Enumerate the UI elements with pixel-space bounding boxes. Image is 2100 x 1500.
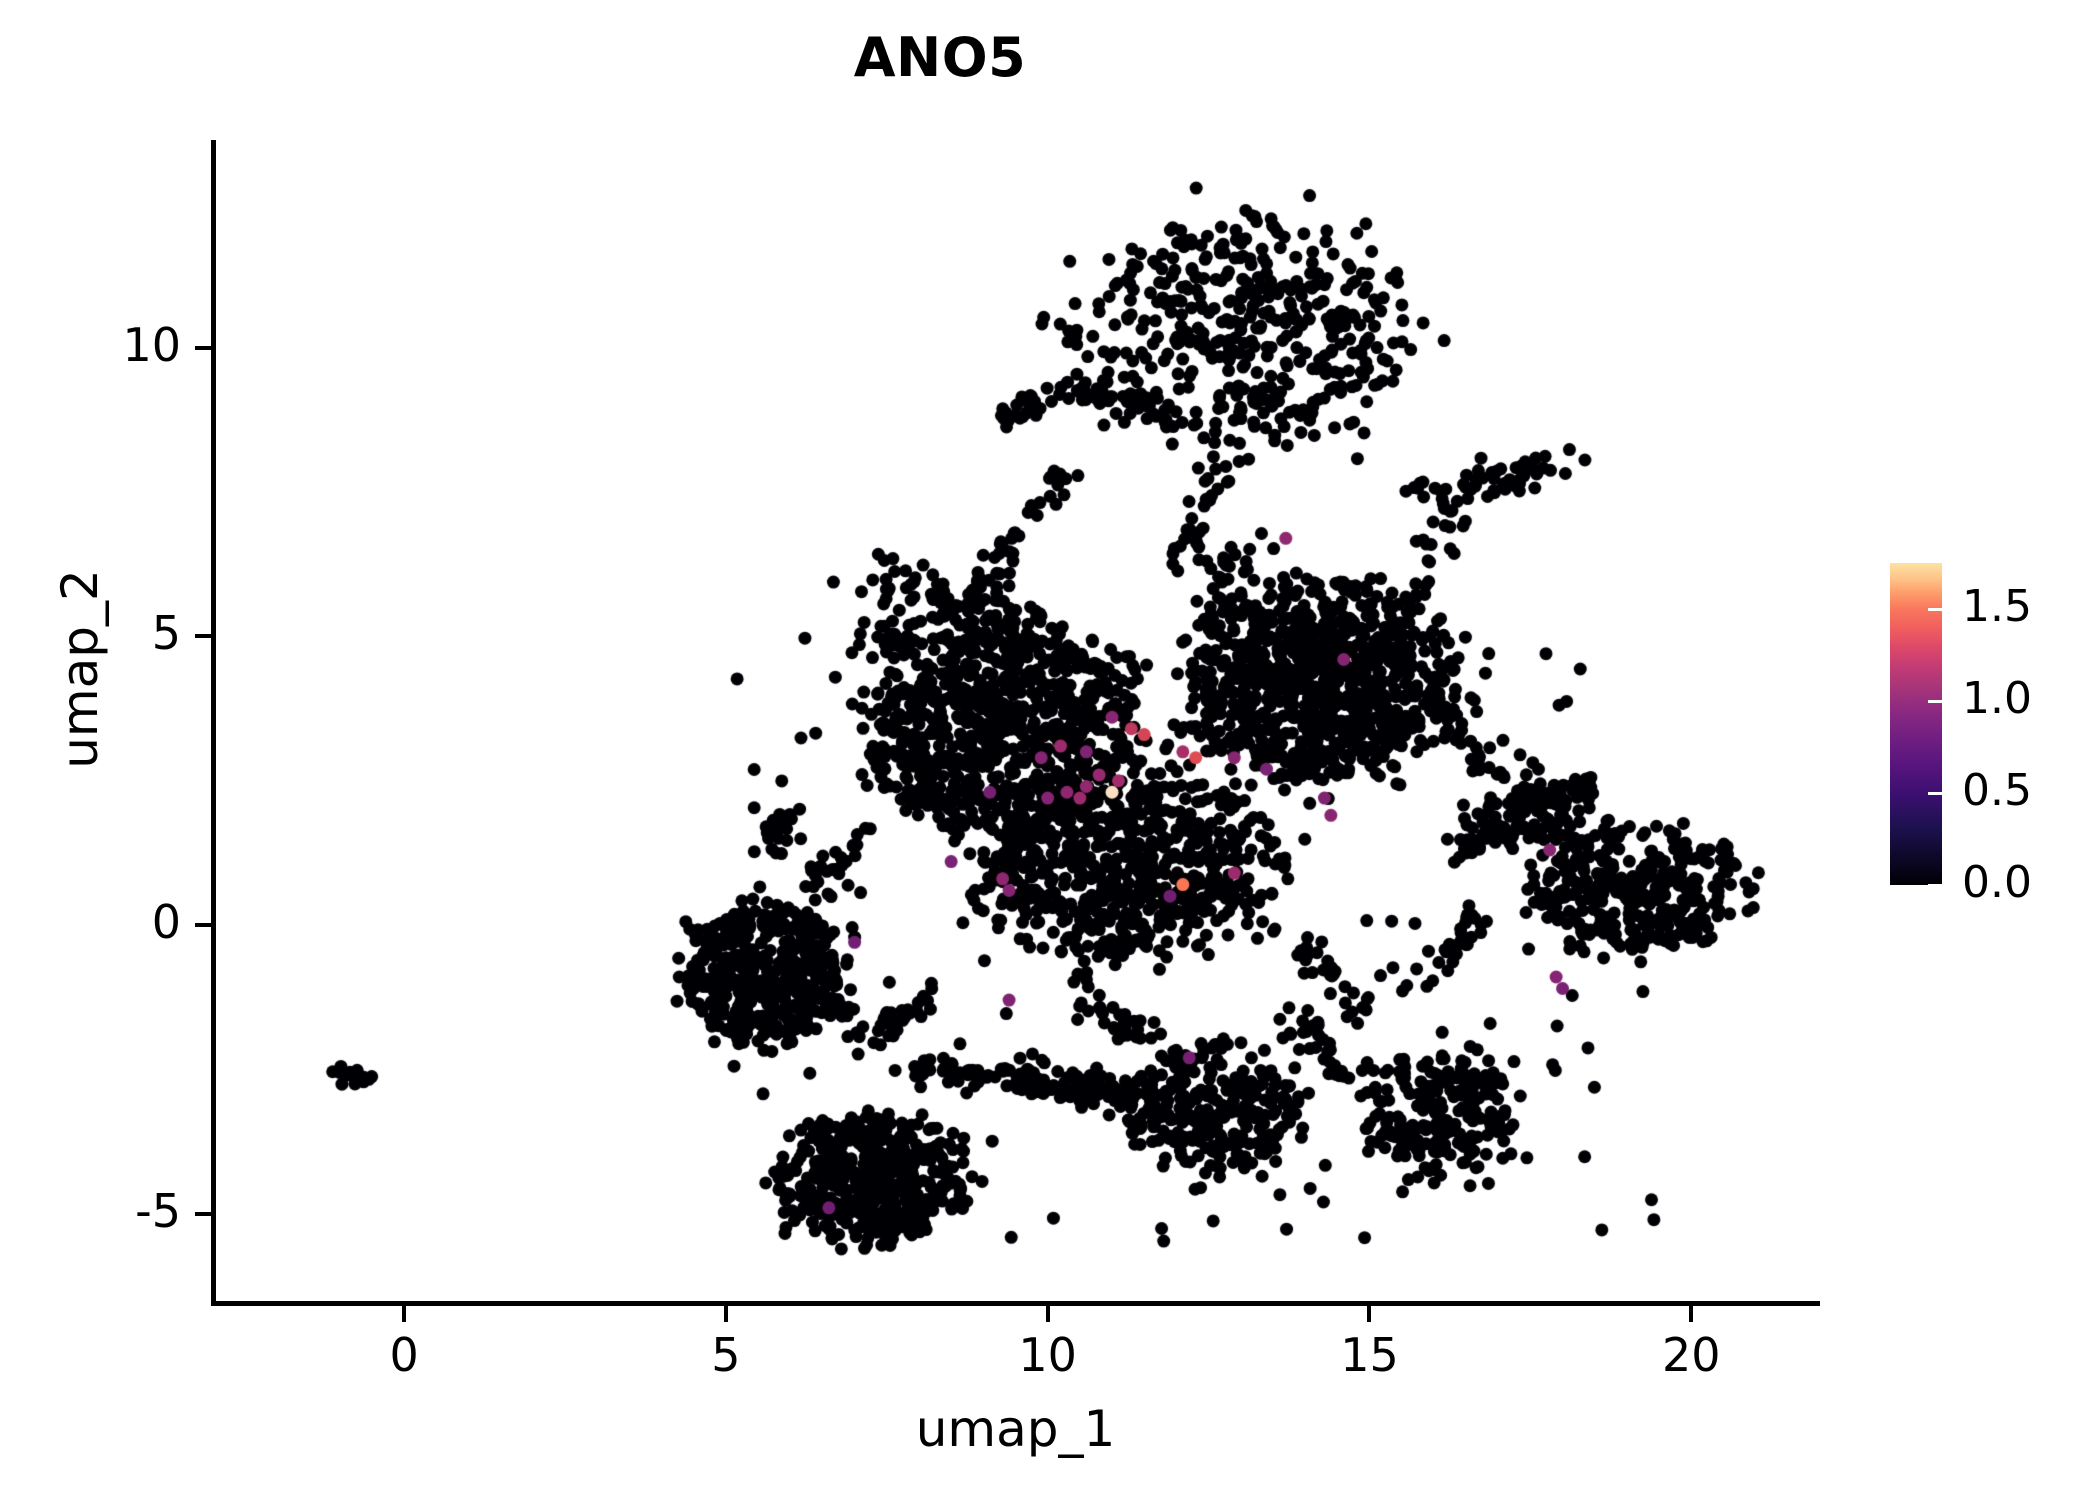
colorbar-tick-mark [1928, 792, 1942, 795]
y-tick-mark [195, 634, 211, 639]
x-tick-label: 0 [389, 1328, 419, 1382]
plot-axes: 0 5 10 15 20 -5 0 5 10 [122, 140, 1820, 1382]
x-tick-mark [1045, 1306, 1050, 1322]
colorbar-tick-label: 1.5 [1962, 581, 2032, 632]
y-axis-label: umap_2 [51, 569, 109, 769]
x-tick-mark [723, 1306, 728, 1322]
page-title: ANO5 [853, 26, 1027, 89]
colorbar-gradient [1890, 563, 1942, 885]
colorbar: 0.0 0.5 1.0 1.5 [1890, 563, 2090, 908]
colorbar-tick-label: 0.0 [1962, 857, 2032, 908]
x-tick-mark [1689, 1306, 1694, 1322]
y-tick-label: 0 [151, 895, 181, 950]
y-tick-label: 10 [122, 317, 181, 372]
colorbar-tick-label: 0.5 [1962, 765, 2032, 816]
colorbar-tick-mark [1928, 608, 1942, 611]
y-tick-mark [195, 1211, 211, 1216]
x-tick-label: 10 [1018, 1328, 1077, 1382]
scatter-plot-canvas [211, 140, 1820, 1306]
colorbar-tick-label: 1.0 [1962, 673, 2032, 724]
y-tick-label: 5 [151, 606, 181, 661]
x-tick-label: 15 [1340, 1328, 1399, 1382]
x-tick-mark [1367, 1306, 1372, 1322]
y-tick-mark [195, 345, 211, 350]
colorbar-tick-mark [1928, 884, 1942, 887]
x-tick-label: 20 [1661, 1328, 1721, 1382]
x-tick-label: 5 [711, 1328, 741, 1382]
y-tick-label: -5 [135, 1183, 181, 1238]
colorbar-tick-mark [1928, 700, 1942, 703]
y-tick-mark [195, 923, 211, 928]
x-tick-mark [402, 1306, 407, 1322]
x-axis-label: umap_1 [915, 1400, 1116, 1458]
